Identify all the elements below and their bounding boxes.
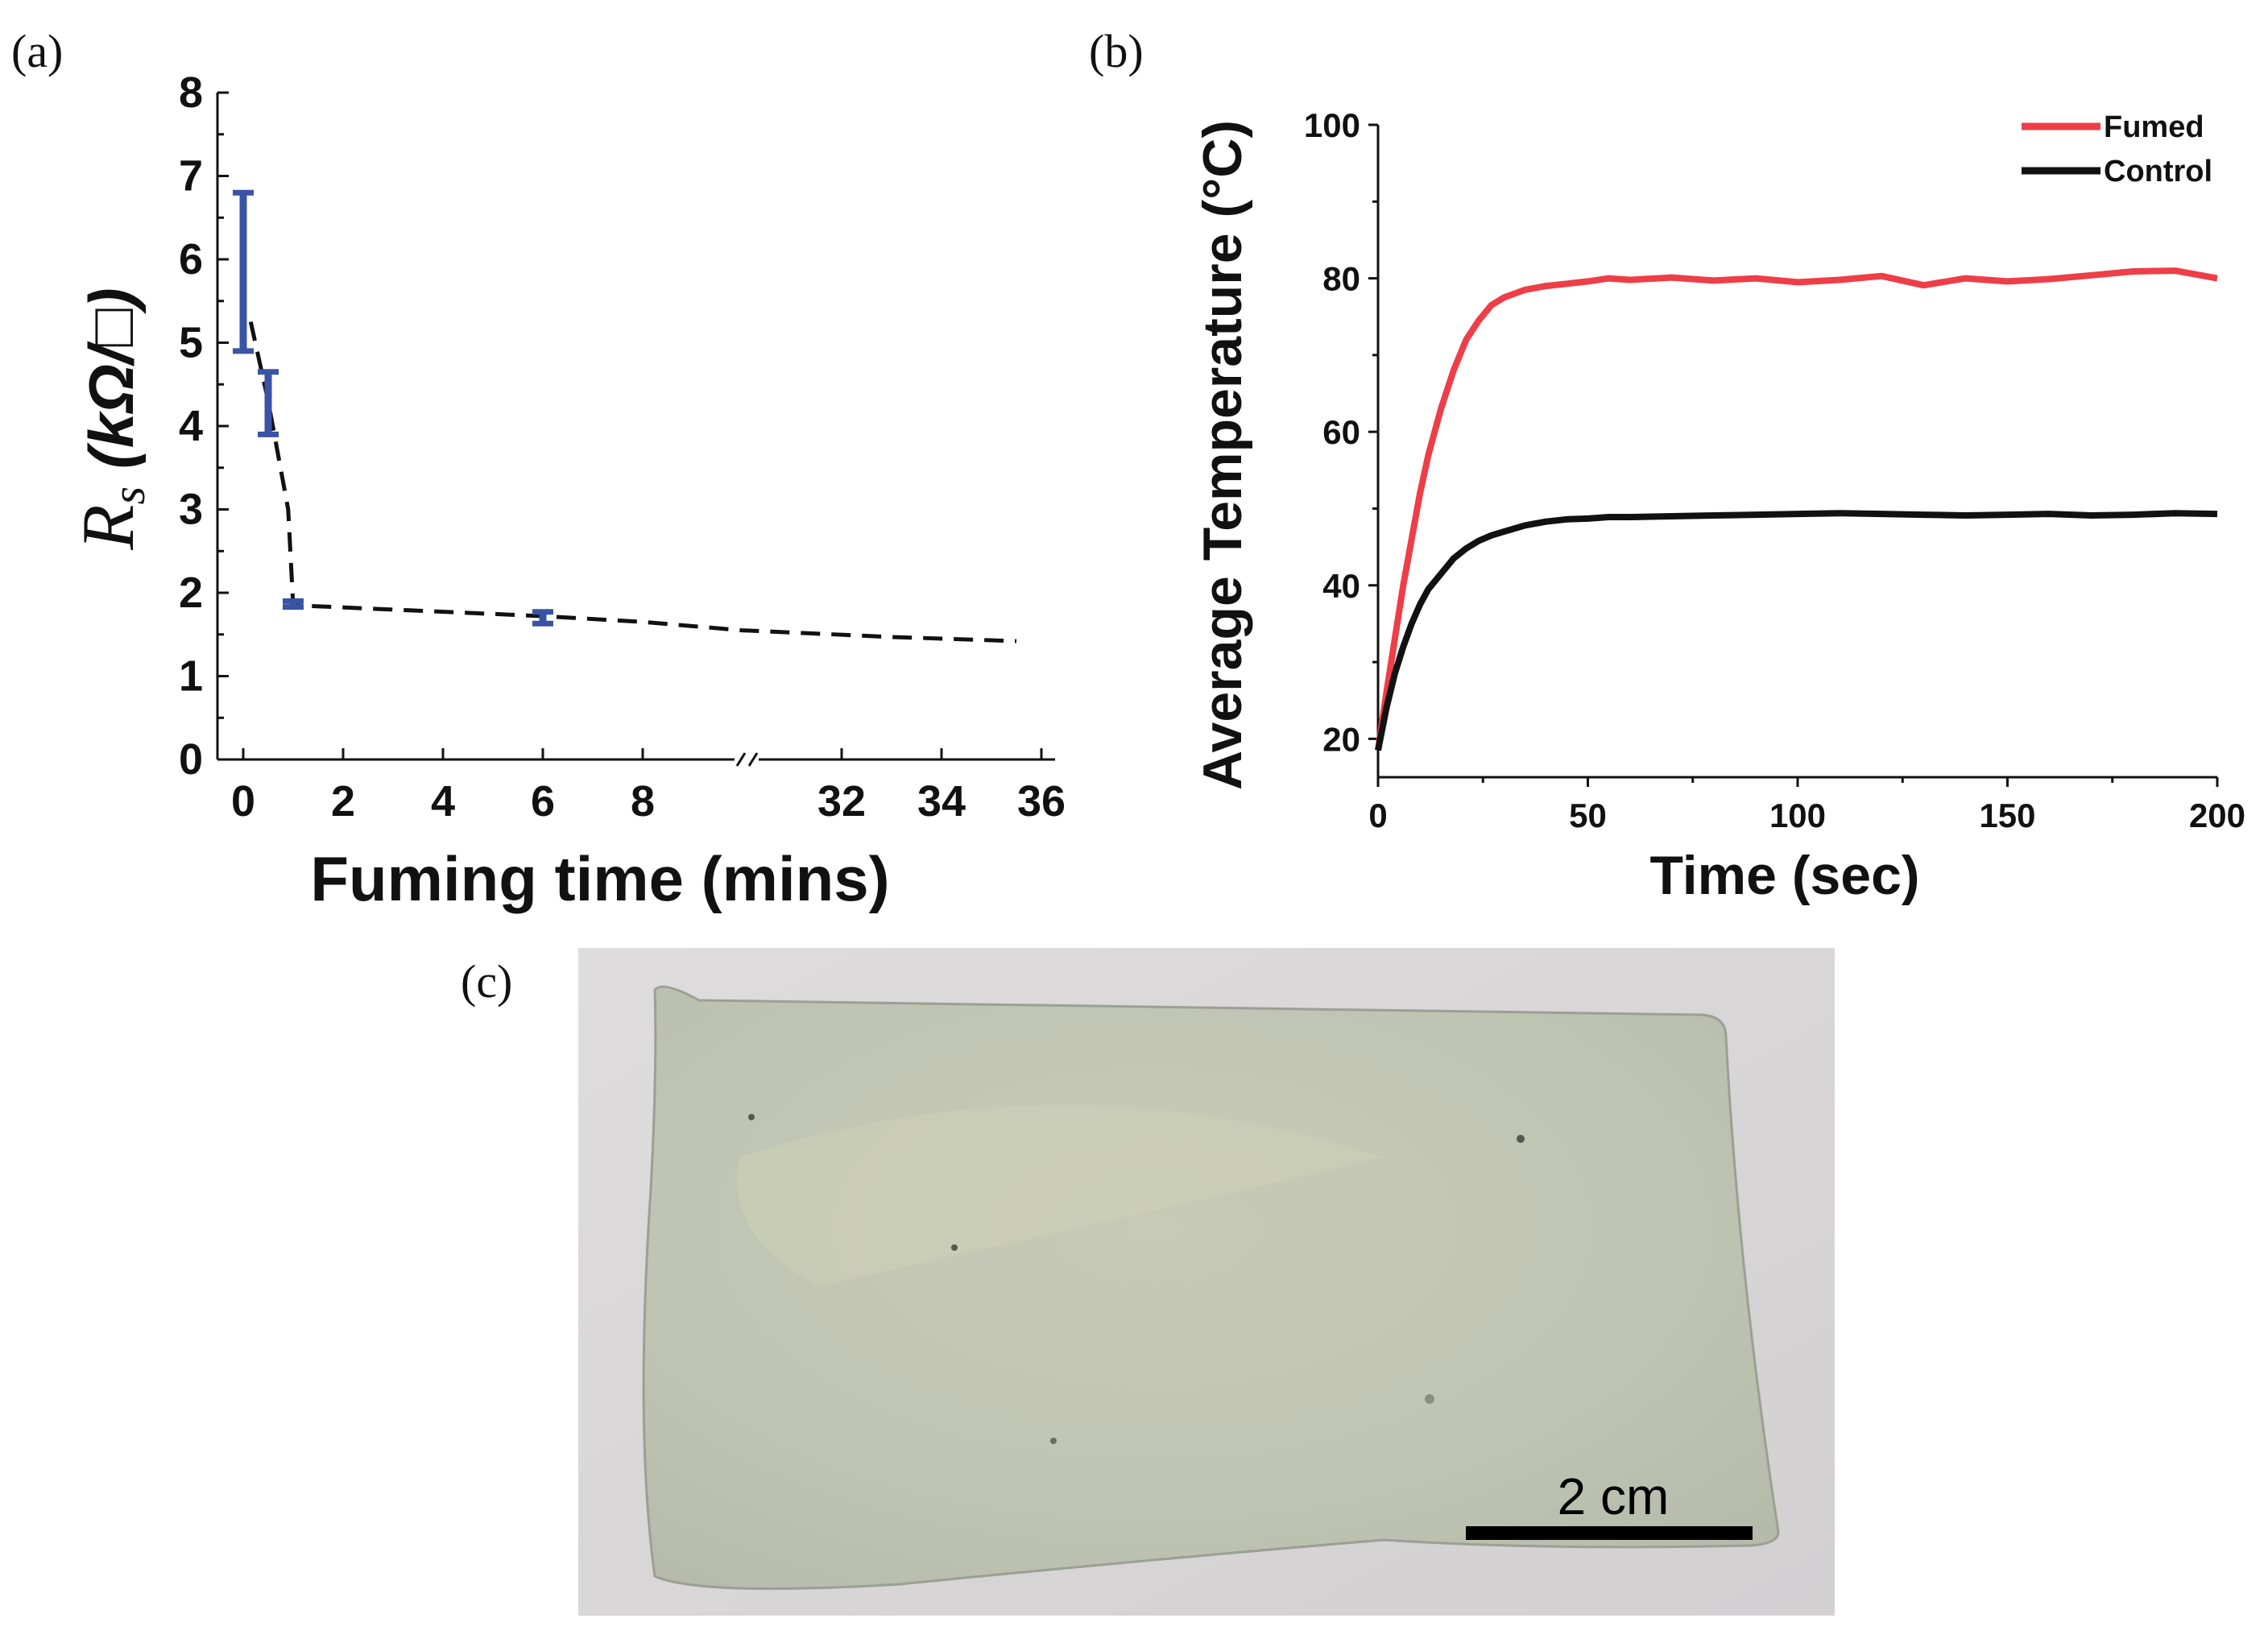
chart-b-axes — [1368, 123, 2219, 787]
chart-b-y-tick-label: 100 — [1304, 106, 1360, 144]
chart-b-y-tick-label: 20 — [1322, 720, 1360, 758]
chart-b-y-tick-label: 40 — [1322, 567, 1360, 605]
chart-a-y-tick-label: 4 — [179, 402, 203, 450]
chart-b-series-lines — [1375, 267, 2218, 751]
chart-b-y-tick-label: 60 — [1322, 413, 1360, 451]
chart-b: 20 40 60 80 100 0 50 100 150 200 Fumed Control Ti… — [1192, 106, 2245, 906]
chart-a-x-tick-label: 2 — [331, 777, 355, 826]
chart-a-error-bars — [233, 189, 553, 627]
chart-b-y-tick-label: 80 — [1322, 260, 1360, 298]
film-speck — [748, 1114, 755, 1120]
film-speck — [951, 1244, 958, 1251]
chart-a-trend-path — [248, 321, 1017, 644]
film-speck — [1425, 1394, 1434, 1404]
film-photograph: 2 cm — [578, 948, 1835, 1616]
chart-a-axis-break — [747, 752, 759, 767]
film-speck — [1517, 1135, 1525, 1143]
legend-label-control: Control — [2104, 155, 2212, 188]
legend-label-fumed: Fumed — [2104, 110, 2204, 144]
film-stain — [737, 1105, 1384, 1286]
chart-a-x-axis-label: Fuming time (mins) — [310, 843, 889, 914]
chart-a-y-tick-label: 8 — [179, 68, 203, 117]
chart-a-x-tick-label: 34 — [917, 777, 966, 826]
panel-a-label: (a) — [11, 25, 64, 77]
chart-b-tick-labels: 20 40 60 80 100 0 50 100 150 200 — [1304, 106, 2245, 834]
chart-b-x-tick-label: 100 — [1769, 797, 1826, 834]
chart-a-x-tick-label: 0 — [231, 777, 255, 826]
scale-bar — [1466, 1526, 1753, 1540]
chart-b-x-tick-label: 0 — [1368, 797, 1387, 834]
chart-a-trend-line — [248, 321, 1017, 644]
chart-a-y-tick-label: 5 — [179, 319, 203, 367]
chart-a-x-tick-label: 36 — [1017, 777, 1066, 826]
chart-b-x-tick-label: 200 — [2189, 797, 2245, 834]
panel-c-label: (c) — [461, 955, 513, 1008]
chart-a-y-axis-label: Rs (kΩ/□) — [67, 288, 155, 550]
chart-a-y-symbol: R — [67, 505, 149, 551]
chart-b-series-fumed — [1375, 267, 2218, 751]
film-speck — [1050, 1438, 1057, 1444]
chart-a-x-tick-label: 4 — [431, 777, 455, 826]
chart-a-y-tick-label: 2 — [179, 569, 203, 617]
chart-a-y-subscript: s — [102, 486, 155, 505]
chart-b-x-axis-label: Time (sec) — [1649, 845, 1919, 906]
chart-a-axes — [216, 91, 1055, 767]
svg-text:Rs (kΩ/□): Rs (kΩ/□) — [67, 288, 155, 550]
chart-a-x-tick-label: 8 — [631, 777, 655, 826]
film-photo-drawing: 2 cm — [578, 948, 1835, 1616]
chart-b-series-control — [1375, 510, 2218, 751]
scale-bar-label: 2 cm — [1558, 1467, 1670, 1525]
chart-a-y-tick-label: 1 — [179, 652, 203, 701]
chart-a-y-unit: (kΩ/□) — [76, 288, 147, 486]
chart-a-x-tick-label: 32 — [817, 777, 866, 826]
chart-b-y-axis-label: Average Temperature (°C) — [1192, 120, 1253, 790]
chart-b-x-tick-label: 50 — [1569, 797, 1607, 834]
chart-a-x-tick-label: 6 — [531, 777, 555, 826]
chart-a-y-tick-label: 7 — [179, 152, 203, 201]
chart-a-y-tick-label: 3 — [179, 486, 203, 534]
chart-b-legend: Fumed Control — [2022, 110, 2212, 188]
panel-b-label: (b) — [1089, 25, 1144, 77]
chart-a-axis-break — [735, 752, 747, 767]
chart-a-y-tick-label: 0 — [179, 735, 203, 784]
chart-a-y-tick-label: 6 — [179, 235, 203, 283]
chart-b-x-tick-label: 150 — [1979, 797, 2035, 834]
